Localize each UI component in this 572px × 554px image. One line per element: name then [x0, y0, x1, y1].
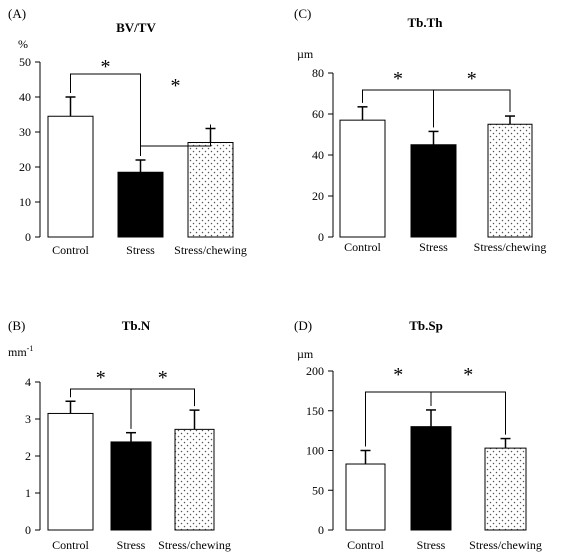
- panel-label: (B): [8, 318, 25, 333]
- chart-panel-3: (B) Tb.N mm-1 0 1 2 3 4 Control Stress Stress/chew…: [8, 318, 231, 552]
- y-tick-label: 0: [318, 523, 324, 537]
- y-tick-label: 10: [19, 195, 31, 209]
- significance-star: *: [467, 68, 477, 90]
- y-tick-label: 3: [25, 412, 31, 426]
- y-axis-label: mm-1: [8, 344, 33, 359]
- bar-control: [47, 412, 94, 531]
- bar-stress: [410, 426, 452, 531]
- y-tick-label: 50: [19, 55, 31, 69]
- x-category-label: Stress/chewing: [158, 538, 231, 552]
- bar-stress: [110, 441, 152, 531]
- x-category-label: Control: [344, 240, 381, 254]
- bar-control: [339, 119, 386, 238]
- bar-stress: [410, 144, 457, 238]
- y-axis-label: µm: [297, 47, 314, 61]
- y-tick-label: 1: [25, 486, 31, 500]
- y-tick-label: 20: [19, 160, 31, 174]
- x-category-label: Stress/chewing: [474, 240, 547, 254]
- x-category-label: Stress/chewing: [174, 243, 247, 257]
- chart-title: Tb.Sp: [409, 318, 443, 333]
- y-tick-label: 40: [19, 90, 31, 104]
- chart-panel-1: (A) BV/TV% 0 10 20 30 40 50 Control Stress Stress/…: [8, 6, 247, 257]
- y-tick-label: 0: [25, 230, 31, 244]
- y-tick-label: 80: [312, 66, 324, 80]
- x-category-label: Stress: [419, 240, 448, 254]
- y-axis-label: µm: [297, 347, 314, 361]
- chart-title: BV/TV: [116, 20, 156, 35]
- significance-bracket: [433, 89, 511, 128]
- panel-label: (A): [8, 6, 26, 21]
- bar-stress-chewing: [484, 447, 527, 531]
- x-category-label: Control: [52, 243, 89, 257]
- x-category-label: Control: [347, 538, 384, 552]
- x-category-label: Stress: [126, 243, 155, 257]
- y-tick-label: 200: [306, 364, 324, 378]
- significance-star: *: [463, 364, 473, 386]
- bar-stress-chewing: [174, 428, 215, 531]
- chart-panel-2: (C) Tb.Th µm 0 20 40 60 80 Control Stress Stress/c…: [294, 6, 546, 254]
- x-category-label: Stress/chewing: [469, 538, 542, 552]
- significance-star: *: [101, 56, 111, 78]
- x-category-label: Stress: [417, 538, 446, 552]
- y-axis-label: %: [18, 37, 28, 51]
- chart-panel-4: (D) Tb.Sp µm 0 50 100 150 200 Control Stress Stres…: [294, 318, 542, 552]
- y-tick-label: 4: [25, 375, 31, 389]
- y-tick-label: 40: [312, 148, 324, 162]
- significance-star: *: [158, 367, 168, 389]
- y-tick-label: 60: [312, 107, 324, 121]
- significance-bracket: [430, 391, 506, 435]
- chart-title: Tb.Th: [407, 15, 443, 30]
- y-tick-label: 0: [318, 230, 324, 244]
- bar-stress: [117, 171, 164, 238]
- x-category-label: Stress: [117, 538, 146, 552]
- significance-bracket: [140, 124, 211, 156]
- significance-bracket: [130, 388, 195, 429]
- y-tick-label: 20: [312, 189, 324, 203]
- y-tick-label: 0: [25, 523, 31, 537]
- significance-star: *: [171, 75, 181, 97]
- panel-label: (C): [294, 6, 311, 21]
- significance-star: *: [393, 364, 403, 386]
- bar-stress-chewing: [487, 123, 533, 238]
- significance-star: *: [96, 367, 106, 389]
- y-tick-label: 30: [19, 125, 31, 139]
- y-tick-label: 2: [25, 449, 31, 463]
- y-tick-label: 50: [312, 483, 324, 497]
- chart-title: Tb.N: [122, 318, 151, 333]
- y-tick-label: 150: [306, 404, 324, 418]
- significance-star: *: [393, 68, 403, 90]
- significance-bracket: [70, 73, 141, 156]
- bar-control: [345, 463, 386, 531]
- bar-control: [47, 115, 94, 238]
- x-category-label: Control: [52, 538, 89, 552]
- bar-stress-chewing: [187, 142, 234, 238]
- y-tick-label: 100: [306, 444, 324, 458]
- panel-label: (D): [294, 318, 312, 333]
